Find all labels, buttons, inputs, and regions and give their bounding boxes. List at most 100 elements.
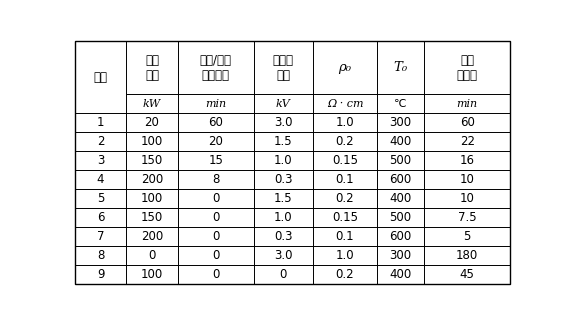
Bar (254, 94, 313, 113)
Text: 0.1: 0.1 (336, 173, 354, 186)
Text: 180: 180 (456, 249, 478, 262)
Bar (313, 41, 377, 94)
Text: 0.2: 0.2 (336, 135, 354, 148)
Text: 60: 60 (208, 116, 223, 129)
Text: 预热
总耗时: 预热 总耗时 (457, 54, 478, 82)
Text: 0.15: 0.15 (332, 211, 358, 224)
Bar (313, 94, 377, 113)
Text: 60: 60 (460, 116, 475, 129)
Bar (75, 265, 126, 284)
Text: 3.0: 3.0 (274, 116, 292, 129)
Text: 0: 0 (212, 268, 219, 281)
Text: 0.2: 0.2 (336, 268, 354, 281)
Bar (377, 41, 424, 94)
Bar (178, 246, 254, 265)
Text: 9: 9 (97, 268, 104, 281)
Text: 300: 300 (389, 249, 412, 262)
Text: 1.0: 1.0 (274, 154, 292, 167)
Bar (178, 265, 254, 284)
Text: 1.5: 1.5 (274, 192, 292, 205)
Text: 400: 400 (389, 135, 412, 148)
Text: 0.2: 0.2 (336, 192, 354, 205)
Bar (377, 227, 424, 246)
Text: 300: 300 (389, 116, 412, 129)
Bar (254, 227, 313, 246)
Text: 15: 15 (208, 154, 223, 167)
Text: 8: 8 (97, 249, 104, 262)
Bar (254, 132, 313, 151)
Text: 20: 20 (208, 135, 223, 148)
Bar (126, 208, 178, 227)
Bar (377, 265, 424, 284)
Text: 10: 10 (460, 192, 475, 205)
Bar (126, 227, 178, 246)
Text: 微波/电热
启动时差: 微波/电热 启动时差 (200, 54, 232, 82)
Text: 0: 0 (212, 230, 219, 243)
Text: 1.5: 1.5 (274, 135, 292, 148)
Text: ρ₀: ρ₀ (339, 61, 352, 74)
Text: 0.3: 0.3 (274, 230, 292, 243)
Text: 500: 500 (389, 211, 412, 224)
Bar (75, 132, 126, 151)
Text: 5: 5 (97, 192, 104, 205)
Text: 1.0: 1.0 (336, 116, 354, 129)
Bar (126, 246, 178, 265)
Bar (313, 189, 377, 208)
Text: 20: 20 (144, 116, 159, 129)
Bar (377, 170, 424, 189)
Bar (178, 189, 254, 208)
Bar (126, 41, 178, 94)
Text: 150: 150 (141, 154, 163, 167)
Bar (75, 170, 126, 189)
Text: 100: 100 (141, 268, 163, 281)
Bar (75, 41, 126, 113)
Text: 0: 0 (280, 268, 287, 281)
Text: 150: 150 (141, 211, 163, 224)
Bar (254, 151, 313, 170)
Bar (313, 132, 377, 151)
Bar (377, 132, 424, 151)
Text: 0: 0 (212, 211, 219, 224)
Bar (313, 151, 377, 170)
Bar (254, 208, 313, 227)
Bar (178, 170, 254, 189)
Text: kV: kV (276, 99, 291, 109)
Bar (75, 189, 126, 208)
Text: 600: 600 (389, 173, 412, 186)
Bar (313, 227, 377, 246)
Bar (424, 208, 510, 227)
Bar (75, 113, 126, 132)
Text: 4: 4 (97, 173, 104, 186)
Bar (377, 151, 424, 170)
Bar (178, 113, 254, 132)
Bar (377, 189, 424, 208)
Bar (178, 94, 254, 113)
Text: 项目: 项目 (94, 71, 107, 84)
Bar (424, 246, 510, 265)
Bar (178, 41, 254, 94)
Bar (75, 227, 126, 246)
Bar (424, 170, 510, 189)
Bar (126, 170, 178, 189)
Text: 3.0: 3.0 (274, 249, 292, 262)
Text: 0.15: 0.15 (332, 154, 358, 167)
Bar (254, 113, 313, 132)
Text: 1.0: 1.0 (336, 249, 354, 262)
Text: 100: 100 (141, 192, 163, 205)
Bar (75, 208, 126, 227)
Bar (424, 189, 510, 208)
Bar (254, 246, 313, 265)
Bar (377, 94, 424, 113)
Bar (377, 246, 424, 265)
Text: 200: 200 (141, 173, 163, 186)
Bar (424, 151, 510, 170)
Text: 100: 100 (141, 135, 163, 148)
Bar (377, 208, 424, 227)
Bar (178, 208, 254, 227)
Bar (313, 113, 377, 132)
Text: 7.5: 7.5 (458, 211, 477, 224)
Bar (313, 208, 377, 227)
Bar (313, 246, 377, 265)
Bar (75, 151, 126, 170)
Bar (377, 113, 424, 132)
